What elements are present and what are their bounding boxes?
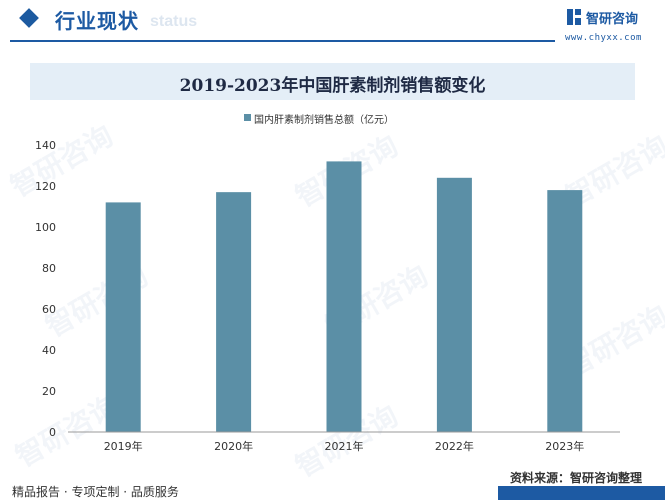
brand-logo-icon bbox=[567, 9, 581, 25]
legend-swatch bbox=[244, 114, 251, 121]
source-note: 资料来源：智研咨询整理 bbox=[510, 471, 643, 485]
legend-label: 国内肝素制剂销售总额（亿元） bbox=[254, 115, 394, 126]
chart-title-band: 2019-2023年中国肝素制剂销售额变化 bbox=[30, 63, 635, 100]
bar bbox=[436, 177, 472, 432]
x-tick-label: 2020年 bbox=[214, 439, 253, 453]
footer-bar bbox=[498, 486, 665, 500]
y-tick-label: 80 bbox=[42, 262, 56, 275]
y-tick-label: 20 bbox=[42, 385, 56, 398]
y-tick-label: 40 bbox=[42, 344, 56, 357]
x-tick-label: 2022年 bbox=[435, 439, 474, 453]
bar bbox=[216, 192, 252, 432]
y-tick-label: 100 bbox=[35, 221, 56, 234]
brand-name: 智研咨询 bbox=[586, 12, 639, 27]
x-tick-label: 2023年 bbox=[545, 439, 584, 453]
y-tick-label: 60 bbox=[42, 303, 56, 316]
bar bbox=[105, 202, 141, 432]
y-tick-label: 0 bbox=[49, 426, 56, 439]
header-rule bbox=[10, 40, 555, 42]
bar bbox=[547, 190, 583, 432]
y-tick-label: 120 bbox=[35, 180, 56, 193]
bar bbox=[326, 161, 362, 432]
x-tick-label: 2019年 bbox=[104, 439, 143, 453]
x-tick-label: 2021年 bbox=[325, 439, 364, 453]
ghost-word: status bbox=[150, 13, 198, 30]
chart-title: 2019-2023年中国肝素制剂销售额变化 bbox=[179, 76, 486, 96]
footer-slogan: 精品报告 · 专项定制 · 品质服务 bbox=[12, 485, 179, 499]
section-title: 行业现状 bbox=[55, 9, 139, 33]
brand-url[interactable]: www.chyxx.com bbox=[565, 33, 642, 43]
y-tick-label: 140 bbox=[35, 139, 56, 152]
page-header: 行业现状 status 智研咨询 www.chyxx.com bbox=[0, 0, 665, 44]
